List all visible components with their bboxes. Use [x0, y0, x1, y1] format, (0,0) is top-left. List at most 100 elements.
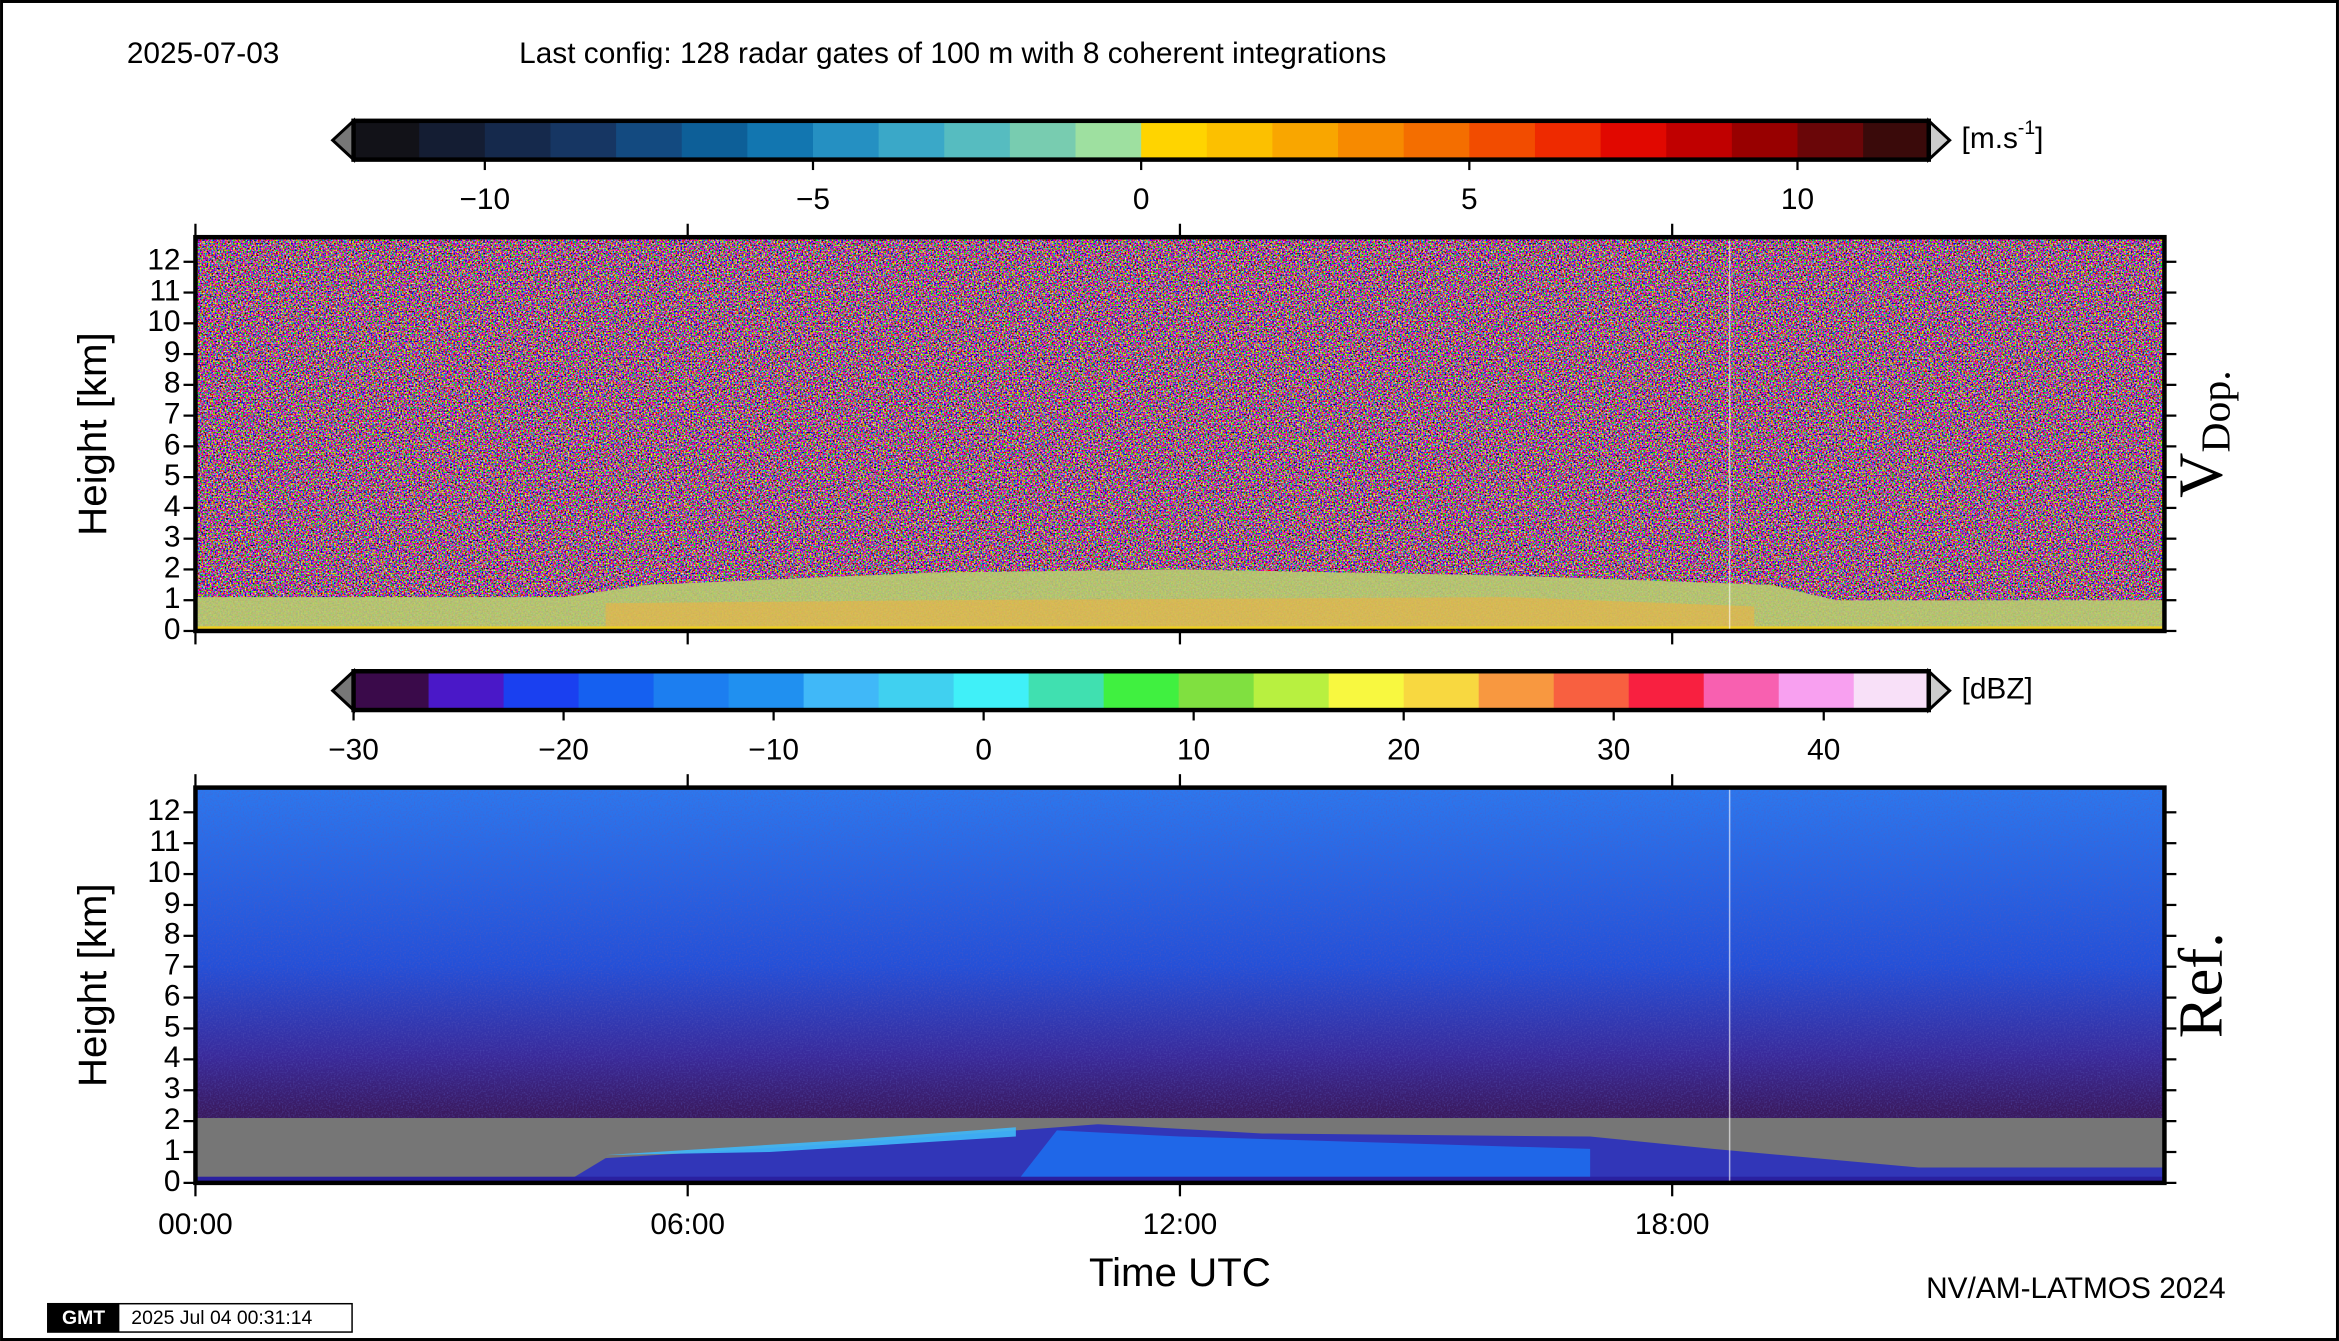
panel-label-sub: Dop. — [2193, 370, 2239, 452]
colorbar-swatch — [1206, 120, 1274, 160]
colorbar-swatch — [419, 120, 486, 160]
colorbar-tick-label: 10 — [1177, 734, 1210, 767]
y-tick-label: 11 — [150, 274, 181, 307]
colorbar-tick-label: −10 — [460, 183, 511, 216]
colorbar-tick-label: 30 — [1597, 734, 1630, 767]
colorbar-swatch — [1338, 120, 1405, 160]
colorbar-swatch — [428, 671, 505, 711]
timestamp: 2025 Jul 04 00:31:14 — [131, 1307, 312, 1329]
colorbar-arrow — [1927, 667, 1952, 714]
y-tick-label: 4 — [164, 490, 181, 523]
y-tick-label: 2 — [164, 551, 181, 584]
panel-label: VDop. — [2166, 370, 2239, 498]
colorbar-swatch — [1403, 120, 1471, 160]
colorbar-swatch — [1272, 120, 1339, 160]
y-tick-label: 5 — [164, 1010, 181, 1043]
colorbar-arrow — [1927, 117, 1952, 164]
plot-frame — [193, 785, 2167, 1186]
colorbar-swatch — [953, 671, 1030, 711]
colorbar-swatch — [1600, 120, 1667, 160]
colorbar-swatch — [944, 120, 1011, 160]
colorbar-swatch — [616, 120, 683, 160]
y-tick-label: 4 — [164, 1041, 181, 1074]
y-tick-label: 7 — [164, 397, 181, 430]
colorbar-tick-label: 40 — [1807, 734, 1840, 767]
colorbar-swatch — [1009, 120, 1077, 160]
plume — [605, 1127, 1016, 1156]
y-tick-label: 10 — [147, 856, 180, 889]
config: Last config: 128 radar gates of 100 m wi… — [519, 37, 1386, 70]
colorbar-tick-label: 0 — [975, 734, 992, 767]
colorbar-swatch — [1178, 671, 1255, 711]
colorbar-swatch — [353, 671, 430, 711]
colorbar-swatch — [1253, 671, 1330, 711]
panel-label-main: Ref. — [2166, 932, 2236, 1038]
colorbar-tick-label: 5 — [1461, 183, 1478, 216]
field — [195, 237, 2165, 631]
colorbar-swatch — [1403, 671, 1480, 711]
y-tick-label: 11 — [150, 825, 181, 858]
y-tick-label: 5 — [164, 459, 181, 492]
panel-label-main: V — [2166, 453, 2236, 498]
colorbar-swatch — [812, 120, 880, 160]
colorbar-swatch — [1028, 671, 1105, 711]
field-noise — [195, 787, 2165, 1183]
colorbar-swatch — [1469, 120, 1536, 160]
y-tick-label: 2 — [164, 1103, 181, 1136]
colorbar-swatch — [1666, 120, 1733, 160]
colorbar-tick-label: −10 — [748, 734, 799, 767]
logo-box — [47, 1303, 120, 1333]
colorbar-swatch — [1478, 671, 1555, 711]
x-tick-label: 00:00 — [158, 1208, 233, 1241]
boundary-core — [605, 597, 1755, 631]
colorbar-swatch — [578, 671, 655, 711]
colorbar-arrow — [330, 667, 356, 714]
unit-part: [dBZ] — [1962, 673, 2033, 706]
colorbar-swatch — [1853, 671, 1930, 711]
credit: NV/AM-LATMOS 2024 — [1926, 1272, 2225, 1305]
colorbar-swatch — [353, 120, 420, 160]
colorbar-swatch — [484, 120, 552, 160]
colorbar-swatch — [550, 120, 617, 160]
y-axis-label: Height [km] — [70, 332, 115, 536]
colorbar-swatch — [1863, 120, 1930, 160]
ground — [195, 626, 2165, 631]
colorbar-frame — [351, 669, 1931, 713]
panel-label: Ref. — [2166, 932, 2236, 1038]
colorbar-swatch — [1103, 671, 1180, 711]
colorbar-swatch — [1328, 671, 1405, 711]
colorbar-swatch — [747, 120, 814, 160]
colorbar-swatch — [1703, 671, 1780, 711]
colorbar-tick-label: 0 — [1133, 183, 1150, 216]
colorbar-arrow — [330, 117, 356, 164]
colorbar-swatch — [1797, 120, 1864, 160]
x-tick-label: 18:00 — [1635, 1208, 1710, 1241]
colorbar-swatch — [1778, 671, 1855, 711]
unit-part: ] — [2035, 122, 2043, 155]
colorbar-tick-label: −20 — [538, 734, 589, 767]
colorbar-swatch — [1141, 120, 1208, 160]
colorbar-tick-label: −30 — [328, 734, 379, 767]
colorbar-swatch — [681, 120, 749, 160]
boundary-core — [1015, 1130, 1591, 1183]
colorbar-tick-label: 20 — [1387, 734, 1420, 767]
colorbar-swatch — [503, 671, 580, 711]
y-tick-label: 3 — [164, 521, 181, 554]
colorbar-swatch — [728, 671, 805, 711]
y-tick-label: 8 — [164, 367, 181, 400]
y-tick-label: 1 — [164, 582, 181, 615]
colorbar-swatch — [803, 671, 880, 711]
date: 2025-07-03 — [127, 37, 280, 70]
y-tick-label: 3 — [164, 1072, 181, 1105]
y-tick-label: 6 — [164, 428, 181, 461]
y-tick-label: 7 — [164, 949, 181, 982]
colorbar-unit: [dBZ] — [1962, 673, 2033, 706]
y-tick-label: 10 — [147, 305, 180, 338]
plot-frame — [193, 234, 2167, 634]
colorbar-swatch — [1553, 671, 1630, 711]
colorbar-swatch — [1731, 120, 1799, 160]
y-axis-label: Height [km] — [70, 883, 115, 1087]
y-tick-label: 12 — [147, 794, 180, 827]
